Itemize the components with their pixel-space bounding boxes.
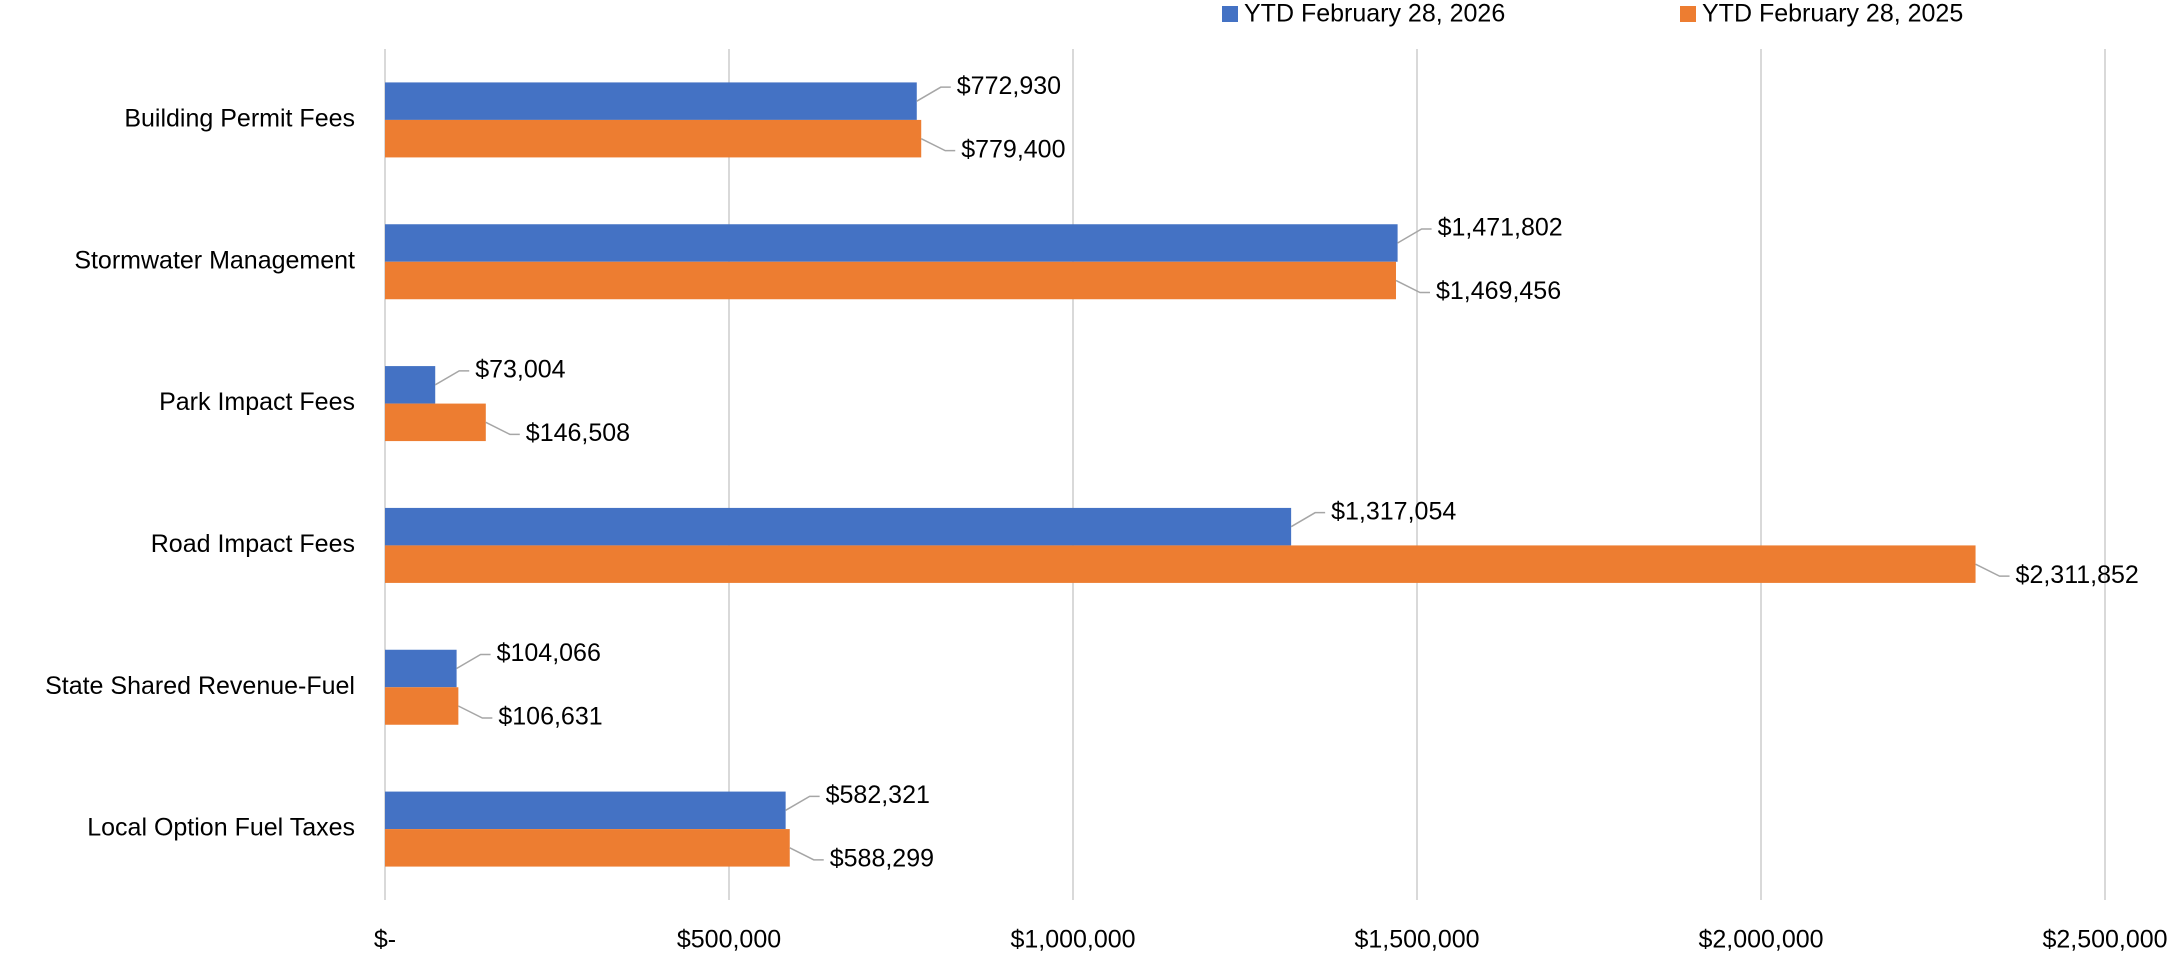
data-label: $2,311,852 bbox=[2016, 561, 2139, 589]
data-label: $779,400 bbox=[961, 135, 1065, 163]
leader-line bbox=[916, 86, 951, 102]
bar bbox=[385, 366, 436, 404]
data-label: $106,631 bbox=[498, 703, 602, 731]
bar bbox=[385, 507, 1292, 546]
legend-swatch bbox=[1680, 6, 1696, 22]
bar bbox=[385, 829, 790, 867]
x-tick-label: $1,500,000 bbox=[1354, 926, 1479, 954]
legend-swatch bbox=[1222, 6, 1238, 22]
y-tick-label: Building Permit Fees bbox=[124, 105, 355, 133]
leader-line bbox=[1395, 279, 1430, 294]
legend-label: YTD February 28, 2026 bbox=[1244, 0, 1505, 28]
data-label: $1,317,054 bbox=[1331, 497, 1456, 525]
x-tick-label: $500,000 bbox=[677, 926, 781, 954]
leader-line bbox=[785, 795, 820, 811]
bar bbox=[385, 261, 1396, 300]
x-tick-label: $1,000,000 bbox=[1010, 926, 1135, 954]
bar bbox=[385, 687, 459, 725]
legend-label: YTD February 28, 2025 bbox=[1702, 0, 1963, 28]
data-label: $588,299 bbox=[830, 844, 934, 872]
data-label: $772,930 bbox=[957, 72, 1061, 100]
bar bbox=[385, 649, 457, 688]
data-label: $73,004 bbox=[475, 355, 565, 383]
y-tick-label: Park Impact Fees bbox=[159, 388, 355, 416]
y-tick-label: Local Option Fuel Taxes bbox=[87, 814, 355, 842]
x-tick-label: $2,500,000 bbox=[2042, 926, 2167, 954]
leader-line bbox=[434, 370, 470, 386]
data-label: $104,066 bbox=[497, 639, 601, 667]
y-tick-label: Stormwater Management bbox=[74, 246, 355, 274]
leader-line bbox=[1975, 563, 2010, 577]
leader-line bbox=[485, 421, 520, 436]
bar bbox=[385, 82, 917, 120]
data-label: $146,508 bbox=[526, 419, 630, 447]
y-tick-label: Road Impact Fees bbox=[151, 530, 355, 558]
leader-line bbox=[789, 847, 824, 861]
data-label: $1,471,802 bbox=[1438, 214, 1563, 242]
leader-line bbox=[458, 705, 493, 719]
x-tick-label: $2,000,000 bbox=[1698, 926, 1823, 954]
bar bbox=[385, 119, 922, 158]
leader-line bbox=[920, 137, 956, 152]
bar bbox=[385, 403, 486, 442]
x-tick-label: $- bbox=[374, 926, 396, 954]
bar bbox=[385, 224, 1398, 262]
y-tick-label: State Shared Revenue-Fuel bbox=[45, 672, 355, 700]
data-label: $1,469,456 bbox=[1436, 277, 1561, 305]
leader-line bbox=[1290, 511, 1326, 528]
leader-line bbox=[456, 653, 491, 670]
data-label: $582,321 bbox=[826, 781, 930, 809]
bar bbox=[385, 791, 786, 830]
leader-line bbox=[1397, 228, 1432, 244]
bar bbox=[385, 545, 1976, 583]
